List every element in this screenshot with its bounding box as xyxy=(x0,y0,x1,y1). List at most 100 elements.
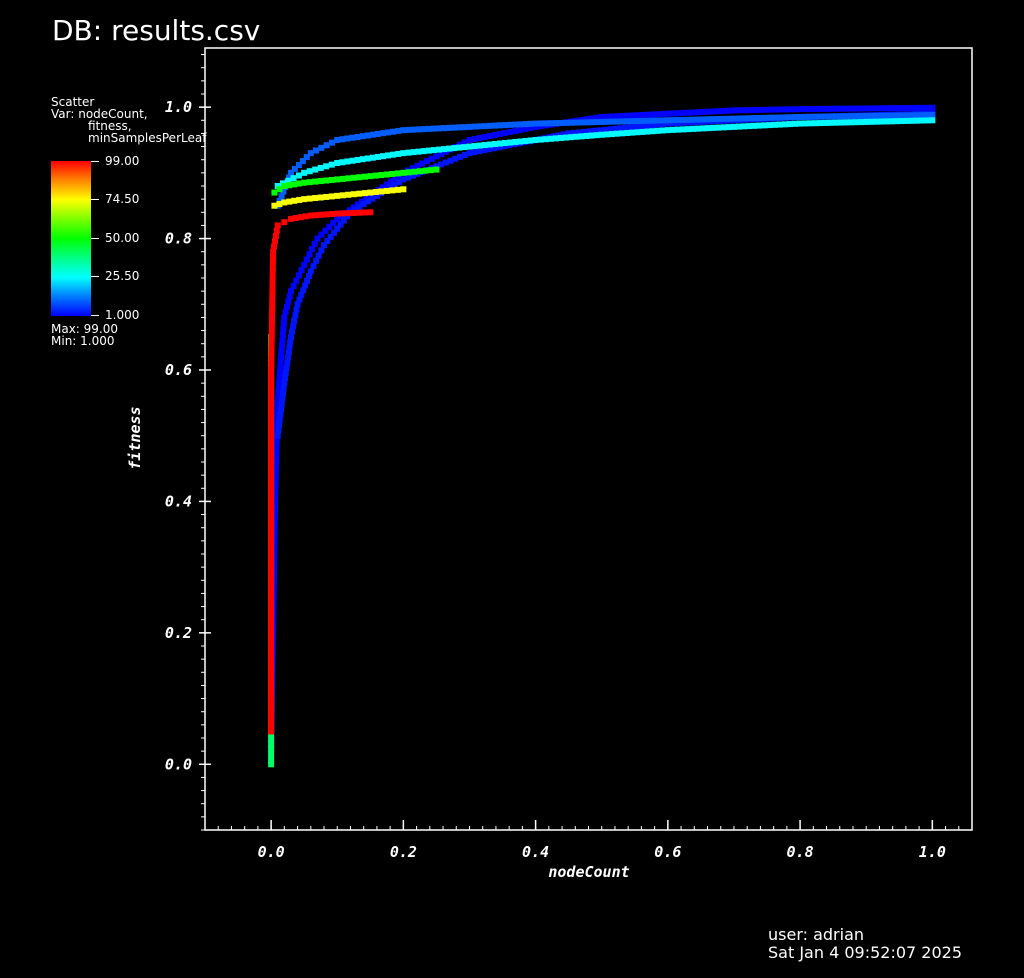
data-point xyxy=(361,173,368,180)
data-point xyxy=(350,209,357,216)
data-point xyxy=(654,121,661,128)
data-point xyxy=(675,110,682,117)
data-point xyxy=(629,129,636,136)
data-point xyxy=(893,112,900,119)
data-point xyxy=(307,212,314,219)
data-point xyxy=(736,107,743,114)
data-point xyxy=(501,143,508,150)
y-tick-label: 0.8 xyxy=(165,230,192,248)
data-point xyxy=(296,196,303,203)
data-point xyxy=(746,107,753,114)
data-point xyxy=(873,105,880,112)
data-point xyxy=(863,118,870,125)
data-point xyxy=(275,389,282,396)
data-point xyxy=(908,112,915,119)
data-point xyxy=(276,369,283,376)
data-point xyxy=(283,303,290,310)
data-point xyxy=(395,179,402,186)
data-point xyxy=(268,432,275,439)
data-point xyxy=(649,128,656,135)
data-point xyxy=(276,379,283,386)
data-point xyxy=(323,211,330,218)
data-point xyxy=(634,118,641,125)
data-point xyxy=(842,105,849,112)
colorbar-label-max: 99.00 xyxy=(105,154,140,168)
data-point xyxy=(268,488,275,495)
data-point xyxy=(491,145,498,152)
data-point xyxy=(700,125,707,132)
data-point xyxy=(863,113,870,120)
data-point xyxy=(269,310,276,317)
data-point xyxy=(389,170,396,177)
data-point xyxy=(277,364,284,371)
data-point xyxy=(301,261,308,268)
data-point xyxy=(496,144,503,151)
data-point xyxy=(272,477,279,484)
data-point xyxy=(447,157,454,164)
data-point xyxy=(360,201,367,208)
data-point xyxy=(502,140,509,147)
data-point xyxy=(491,131,498,138)
data-point xyxy=(685,126,692,133)
data-point xyxy=(486,146,493,153)
data-point xyxy=(603,131,610,138)
data-point xyxy=(578,119,585,126)
data-point xyxy=(268,656,275,663)
data-point xyxy=(883,105,890,112)
data-point xyxy=(563,119,570,126)
data-point xyxy=(751,107,758,114)
data-point xyxy=(354,156,361,163)
data-point xyxy=(290,282,297,289)
data-point xyxy=(268,718,275,725)
data-point xyxy=(430,125,437,132)
y-tick-label: 0.6 xyxy=(165,361,192,379)
data-point xyxy=(274,183,281,189)
data-point xyxy=(312,178,319,185)
data-point xyxy=(391,181,398,188)
data-point xyxy=(405,126,412,133)
data-point xyxy=(268,493,275,500)
data-point xyxy=(438,151,445,158)
data-point xyxy=(268,605,275,612)
data-point xyxy=(334,160,341,166)
data-point xyxy=(317,164,324,171)
data-point xyxy=(664,127,671,134)
data-point xyxy=(279,336,286,343)
data-point xyxy=(306,195,313,202)
data-point xyxy=(596,127,603,134)
data-point xyxy=(328,193,335,200)
data-point xyxy=(278,353,285,360)
data-point xyxy=(367,209,374,216)
data-point xyxy=(497,130,503,137)
data-point xyxy=(903,112,910,119)
data-point xyxy=(792,106,798,113)
data-point xyxy=(318,144,325,151)
data-point xyxy=(271,243,278,250)
data-point xyxy=(296,296,303,303)
data-point xyxy=(603,118,610,125)
data-point xyxy=(276,422,283,429)
data-point xyxy=(268,736,275,743)
x-axis-title: nodeCount xyxy=(548,863,629,881)
data-point xyxy=(268,687,275,694)
data-point xyxy=(669,126,676,133)
legend: Scatter Var: nodeCount, fitness, minSamp… xyxy=(51,96,206,144)
data-point xyxy=(400,169,407,176)
data-point xyxy=(442,159,449,166)
data-point xyxy=(607,126,614,133)
data-point xyxy=(278,348,285,355)
data-point xyxy=(405,169,412,176)
data-point xyxy=(271,202,278,209)
data-point xyxy=(271,554,278,561)
data-point xyxy=(268,336,275,343)
data-point xyxy=(385,129,392,136)
data-point xyxy=(466,137,473,143)
data-point xyxy=(268,756,275,763)
data-point xyxy=(583,119,590,126)
data-point xyxy=(269,274,276,281)
data-point xyxy=(578,133,585,140)
colorbar-label: 74.50 xyxy=(105,192,140,206)
colorbar-label-min: 1.000 xyxy=(105,308,140,322)
data-point xyxy=(268,569,275,576)
data-point xyxy=(781,106,788,113)
